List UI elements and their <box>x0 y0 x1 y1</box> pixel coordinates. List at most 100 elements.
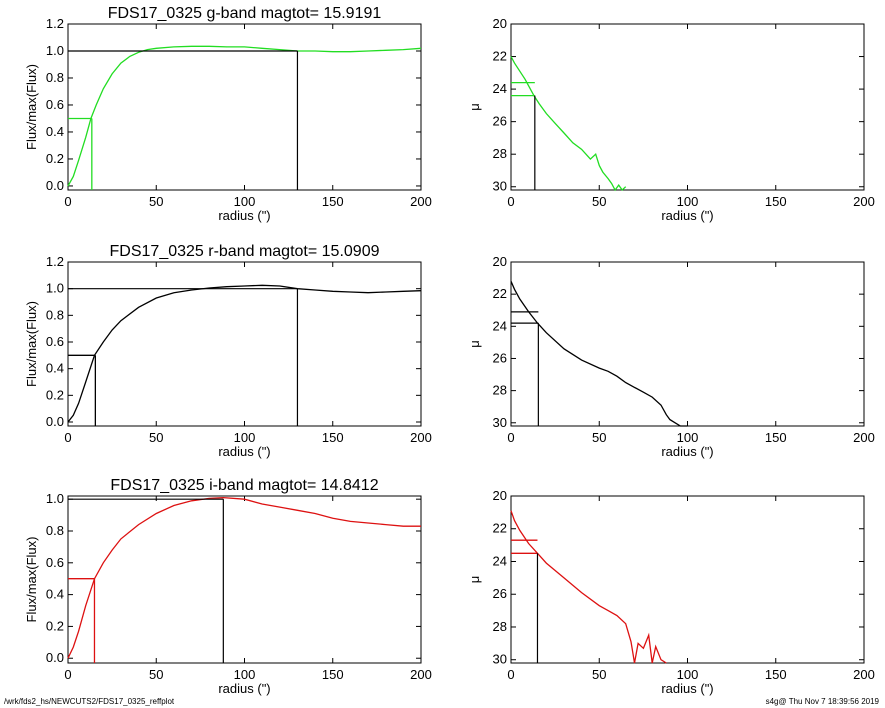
y-tick-label: 22 <box>493 49 507 64</box>
y-tick-label: 1.0 <box>46 281 64 296</box>
panel-5: 0 50 100 150 200 0.0 0.2 0.4 0.6 0.8 1.0 radius (")… <box>24 477 432 696</box>
panel-2: 0 50 100 150 200 20 22 24 26 28 30 radius (") μ <box>467 16 875 223</box>
x-tick-label: 0 <box>64 667 71 682</box>
x-tick-label: 150 <box>765 667 787 682</box>
x-axis-label: radius (") <box>218 681 270 696</box>
panel-3: 0 50 100 150 200 0.0 0.2 0.4 0.6 0.8 1.0 1.2 radius … <box>24 243 432 459</box>
x-tick-label: 50 <box>592 430 606 445</box>
y-tick-label: 1.2 <box>46 254 64 269</box>
x-tick-label: 200 <box>853 667 875 682</box>
x-axis-label: radius (") <box>218 444 270 459</box>
y-tick-label: 26 <box>493 586 507 601</box>
y-tick-label: 0.2 <box>46 618 64 633</box>
x-tick-label: 0 <box>64 430 71 445</box>
x-tick-label: 50 <box>149 667 163 682</box>
y-tick-label: 30 <box>493 179 507 194</box>
footer-stamp: s4g@ Thu Nov 7 18:39:56 2019 <box>765 697 879 706</box>
x-tick-label: 100 <box>677 194 699 209</box>
y-axis-label: Flux/max(Flux) <box>24 537 39 623</box>
panel-title: FDS17_0325 g-band magtot= 15.9191 <box>108 5 382 22</box>
x-tick-label: 150 <box>322 194 344 209</box>
y-tick-label: 22 <box>493 286 507 301</box>
x-axis-label: radius (") <box>218 208 270 223</box>
x-tick-label: 200 <box>410 430 432 445</box>
y-tick-label: 28 <box>493 619 507 634</box>
plot-frame <box>510 495 865 664</box>
x-tick-label: 50 <box>149 430 163 445</box>
x-axis-label: radius (") <box>661 444 713 459</box>
x-axis-label: radius (") <box>661 681 713 696</box>
y-tick-label: 0.8 <box>46 523 64 538</box>
y-tick-label: 0.8 <box>46 307 64 322</box>
plot-frame <box>510 261 865 427</box>
series-line <box>510 56 627 192</box>
x-tick-label: 200 <box>853 430 875 445</box>
x-tick-label: 0 <box>507 667 514 682</box>
y-tick-label: 0.2 <box>46 387 64 402</box>
x-tick-label: 100 <box>234 667 256 682</box>
series-line <box>510 281 688 427</box>
y-tick-label: 1.0 <box>46 43 64 58</box>
x-tick-label: 50 <box>592 667 606 682</box>
y-axis-label: Flux/max(Flux) <box>24 64 39 150</box>
x-tick-label: 50 <box>592 194 606 209</box>
y-tick-label: 0.4 <box>46 124 64 139</box>
y-tick-label: 20 <box>493 254 507 269</box>
x-tick-label: 200 <box>853 194 875 209</box>
plot-frame <box>67 23 422 191</box>
y-tick-label: 0.0 <box>46 650 64 665</box>
panel-6: 0 50 100 150 200 20 22 24 26 28 30 radius (") μ <box>467 488 875 696</box>
y-tick-label: 28 <box>493 383 507 398</box>
y-tick-label: 1.2 <box>46 16 64 31</box>
x-tick-label: 150 <box>322 667 344 682</box>
x-axis-label: radius (") <box>661 208 713 223</box>
y-tick-label: 26 <box>493 114 507 129</box>
footer-path: /wrk/fds2_hs/NEWCUTS2/FDS17_0325_reffplo… <box>4 697 175 706</box>
y-tick-label: 30 <box>493 652 507 667</box>
x-tick-label: 150 <box>765 430 787 445</box>
x-tick-label: 0 <box>64 194 71 209</box>
y-tick-label: 24 <box>493 318 507 333</box>
x-tick-label: 0 <box>507 194 514 209</box>
y-tick-label: 28 <box>493 146 507 161</box>
y-tick-label: 0.6 <box>46 555 64 570</box>
series-line <box>67 496 421 659</box>
x-tick-label: 100 <box>677 667 699 682</box>
panel-1: 0 50 100 150 200 0.0 0.2 0.4 0.6 0.8 1.0 1.2 radius … <box>24 5 432 223</box>
x-tick-label: 200 <box>410 194 432 209</box>
plot-frame <box>510 23 865 191</box>
y-axis-label: μ <box>467 103 482 111</box>
y-tick-label: 20 <box>493 16 507 31</box>
x-tick-label: 100 <box>234 430 256 445</box>
panel-title: FDS17_0325 r-band magtot= 15.0909 <box>110 243 380 260</box>
y-axis-label: μ <box>467 340 482 348</box>
y-tick-label: 24 <box>493 553 507 568</box>
y-tick-label: 0.6 <box>46 334 64 349</box>
series-line <box>67 284 422 423</box>
plot-frame <box>67 495 422 664</box>
x-tick-label: 150 <box>322 430 344 445</box>
y-tick-label: 26 <box>493 350 507 365</box>
y-axis-label: Flux/max(Flux) <box>24 301 39 387</box>
panel-4: 0 50 100 150 200 20 22 24 26 28 30 radius (") μ <box>467 254 875 459</box>
x-tick-label: 0 <box>507 430 514 445</box>
y-tick-label: 1.0 <box>46 491 64 506</box>
y-tick-label: 0.4 <box>46 587 64 602</box>
y-tick-label: 0.0 <box>46 178 64 193</box>
series-line <box>67 45 422 187</box>
y-axis-label: μ <box>467 576 482 584</box>
x-tick-label: 50 <box>149 194 163 209</box>
y-tick-label: 0.2 <box>46 151 64 166</box>
x-tick-label: 150 <box>765 194 787 209</box>
y-tick-label: 22 <box>493 521 507 536</box>
x-tick-label: 100 <box>677 430 699 445</box>
x-tick-label: 100 <box>234 194 256 209</box>
y-tick-label: 24 <box>493 81 507 96</box>
series-line <box>510 510 667 664</box>
panel-title: FDS17_0325 i-band magtot= 14.8412 <box>110 477 378 494</box>
y-tick-label: 0.4 <box>46 361 64 376</box>
y-tick-label: 20 <box>493 488 507 503</box>
y-tick-label: 0.0 <box>46 414 64 429</box>
y-tick-label: 0.8 <box>46 70 64 85</box>
